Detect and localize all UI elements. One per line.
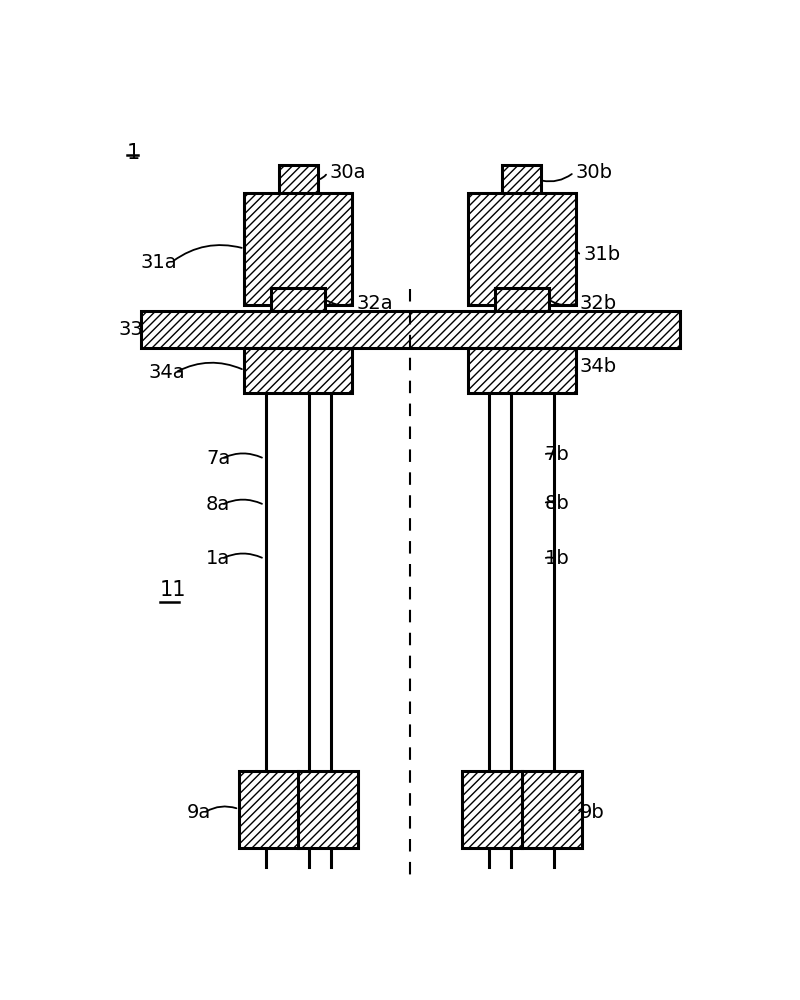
Text: 34a: 34a xyxy=(148,363,185,382)
Text: 1: 1 xyxy=(126,143,140,163)
Text: 30b: 30b xyxy=(575,163,613,182)
Bar xyxy=(494,288,549,311)
Text: 1a: 1a xyxy=(206,549,230,568)
Text: 7a: 7a xyxy=(206,449,230,468)
Bar xyxy=(502,165,541,195)
Text: 11: 11 xyxy=(160,580,186,600)
Bar xyxy=(279,165,318,195)
Text: 33: 33 xyxy=(119,320,144,339)
Bar xyxy=(239,771,358,848)
Text: 31a: 31a xyxy=(141,253,177,272)
Text: 8a: 8a xyxy=(206,495,230,514)
Bar xyxy=(245,193,352,305)
Text: 9b: 9b xyxy=(579,804,604,822)
Text: 8b: 8b xyxy=(545,494,570,513)
Text: 34b: 34b xyxy=(579,357,617,376)
Bar xyxy=(468,348,575,393)
Bar xyxy=(462,771,582,848)
Text: 9a: 9a xyxy=(186,804,211,822)
Text: 1b: 1b xyxy=(545,549,570,568)
Text: 32a: 32a xyxy=(356,294,393,313)
Bar xyxy=(245,348,352,393)
Bar xyxy=(468,193,575,305)
Text: 30a: 30a xyxy=(329,163,366,182)
Bar xyxy=(141,311,679,348)
Text: 32b: 32b xyxy=(579,294,617,313)
Bar xyxy=(271,288,326,311)
Text: 31b: 31b xyxy=(583,245,620,264)
Text: 7b: 7b xyxy=(545,445,570,464)
